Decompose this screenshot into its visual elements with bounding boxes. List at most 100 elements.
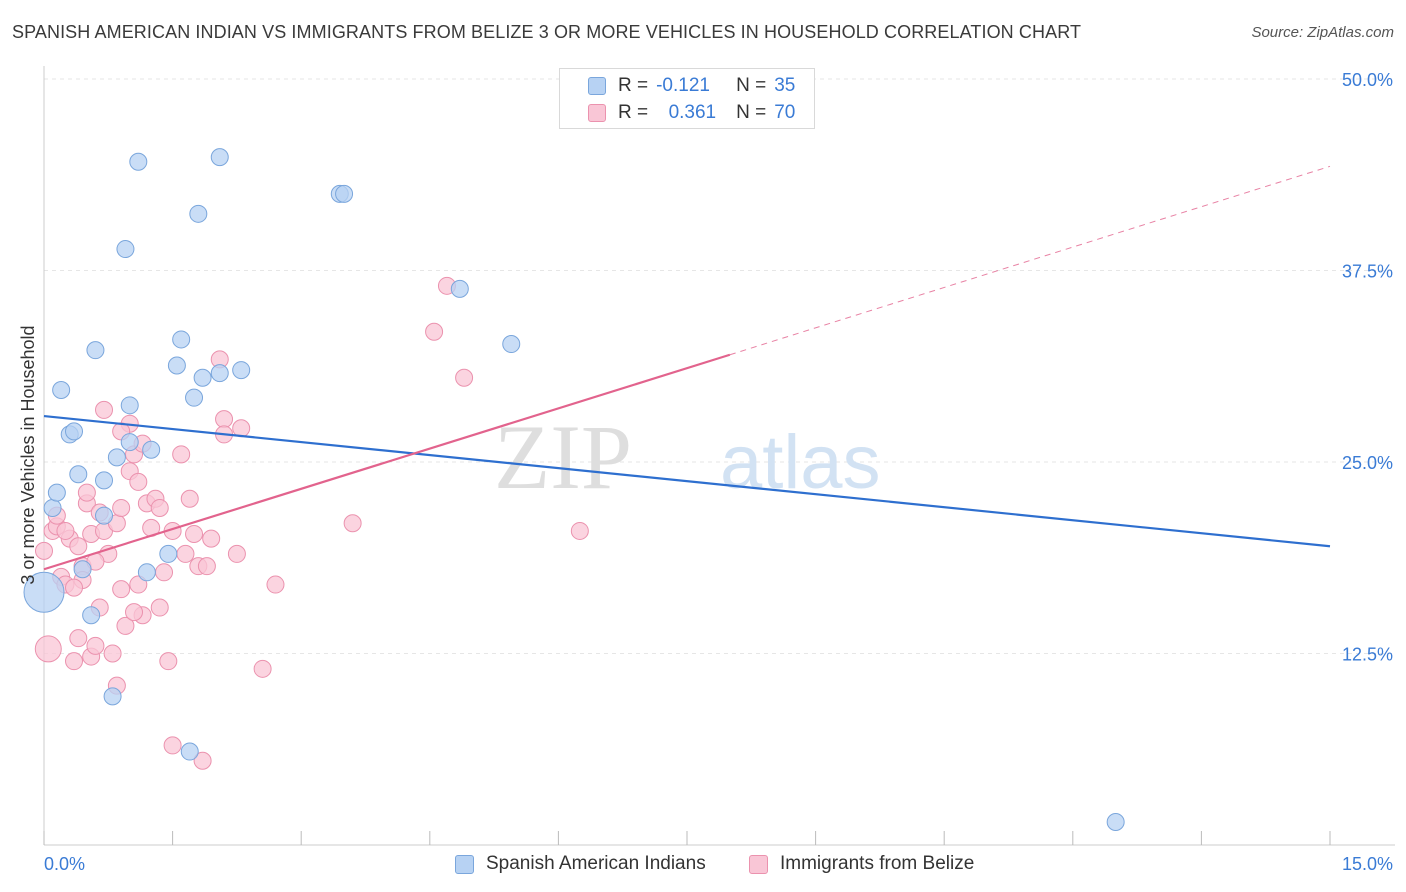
- pink-data-point: [77, 483, 96, 502]
- pink-data-point: [112, 498, 131, 517]
- y-tick-label: 37.5%: [1342, 262, 1393, 282]
- pink-data-point: [56, 521, 75, 540]
- blue-data-point: [232, 361, 251, 380]
- y-tick-label: 12.5%: [1342, 645, 1393, 665]
- pink-data-point: [35, 541, 53, 560]
- bottom-legend-label-blue: Spanish American Indians: [486, 853, 706, 874]
- blue-data-point: [47, 483, 66, 502]
- y-tick-label: 50.0%: [1342, 70, 1393, 90]
- source-credit: Source: ZipAtlas.com: [1251, 24, 1394, 41]
- blue-data-point: [335, 184, 354, 203]
- blue-data-point: [95, 506, 114, 525]
- pink-data-point: [180, 489, 199, 508]
- pink-data-point: [129, 575, 148, 594]
- pink-data-point: [129, 472, 148, 491]
- pink-data-point: [116, 616, 135, 635]
- y-axis-label: 3 or more Vehicles in Household: [18, 325, 38, 584]
- blue-data-point: [86, 341, 105, 360]
- legend-row-pink: R = 0.361 N = 70: [588, 101, 795, 125]
- axes: [43, 66, 1395, 846]
- blue-data-point: [120, 396, 139, 415]
- blue-data-point: [172, 330, 191, 349]
- blue-data-point: [65, 422, 84, 441]
- legend-r-value: 0.361: [668, 102, 717, 123]
- pink-data-point: [125, 603, 144, 622]
- pink-data-point: [172, 445, 191, 464]
- blue-data-point: [1106, 813, 1125, 832]
- pink-data-point: [227, 544, 246, 563]
- bottom-legend-pink: Immigrants from Belize: [749, 852, 974, 876]
- blue-data-point: [82, 606, 101, 625]
- blue-data-point: [120, 433, 139, 452]
- pink-data-point: [202, 529, 221, 548]
- blue-data-point: [52, 380, 71, 399]
- y-tick-label: 25.0%: [1342, 453, 1393, 473]
- pink-points: [34, 276, 589, 770]
- pink-data-point: [69, 629, 88, 648]
- x-tick-label: 15.0%: [1342, 854, 1393, 874]
- pink-data-point: [193, 751, 212, 770]
- pink-data-point: [112, 580, 131, 599]
- x-tick-label: 0.0%: [44, 854, 85, 874]
- legend-swatch-pink: [588, 104, 606, 122]
- pink-data-point: [103, 644, 122, 663]
- blue-data-point: [137, 563, 156, 582]
- blue-data-point: [189, 204, 208, 223]
- pink-data-point: [163, 736, 182, 755]
- pink-data-point: [253, 659, 272, 678]
- blue-data-point: [142, 440, 161, 459]
- pink-data-point: [159, 652, 178, 671]
- blue-data-point: [129, 152, 148, 171]
- pink-data-point: [65, 652, 84, 671]
- legend-n-value: 70: [774, 102, 796, 123]
- blue-data-point: [167, 356, 186, 375]
- blue-data-point: [69, 465, 88, 484]
- blue-data-point: [502, 335, 521, 354]
- pink-data-point: [197, 557, 216, 576]
- pink-data-point: [86, 636, 105, 655]
- legend-n-value: 35: [774, 75, 796, 96]
- watermark: ZIP atlas: [494, 406, 881, 508]
- legend: R = -0.121 N = 35 R = 0.361 N = 70: [559, 68, 815, 129]
- blue-data-point: [450, 279, 469, 298]
- trend-lines: [43, 165, 1331, 571]
- legend-n-label: N =: [736, 102, 767, 123]
- blue-data-point: [116, 240, 135, 259]
- blue-points: [23, 148, 1125, 832]
- blue-data-point: [193, 368, 212, 387]
- blue-data-point: [180, 742, 199, 761]
- pink-data-point: [150, 598, 169, 617]
- blue-data-point: [103, 687, 122, 706]
- legend-row-blue: R = -0.121 N = 35: [588, 74, 795, 98]
- legend-r-label: R =: [618, 75, 649, 96]
- pink-data-point: [150, 498, 169, 517]
- pink-data-point: [185, 525, 204, 544]
- blue-data-point: [73, 560, 92, 579]
- pink-data-point: [95, 400, 114, 419]
- blue-data-point: [95, 471, 114, 490]
- pink-data-point: [34, 635, 62, 663]
- blue-data-point: [159, 544, 178, 563]
- watermark-atlas: atlas: [720, 420, 881, 505]
- legend-swatch-blue: [588, 77, 606, 95]
- legend-n-label: N =: [736, 75, 767, 96]
- pink-data-point: [343, 514, 362, 533]
- bottom-legend-label-pink: Immigrants from Belize: [780, 853, 975, 874]
- pink-data-point: [455, 368, 474, 387]
- blue-trend-line: [43, 414, 1331, 548]
- pink-trend-line-extension: [729, 165, 1331, 356]
- pink-data-point: [65, 578, 84, 597]
- blue-data-point: [185, 388, 204, 407]
- legend-r-label: R =: [618, 102, 649, 123]
- bottom-legend-swatch-blue: [455, 854, 474, 874]
- bottom-legend-swatch-pink: [749, 854, 768, 874]
- pink-data-point: [425, 322, 444, 341]
- tick-labels: 12.5% 25.0% 37.5% 50.0% 0.0% 15.0%: [44, 70, 1393, 874]
- pink-data-point: [176, 544, 195, 563]
- blue-data-point: [210, 364, 229, 383]
- pink-data-point: [266, 575, 285, 594]
- pink-data-point: [69, 537, 88, 556]
- blue-data-point: [43, 498, 62, 517]
- legend-r-value: -0.121: [656, 75, 710, 96]
